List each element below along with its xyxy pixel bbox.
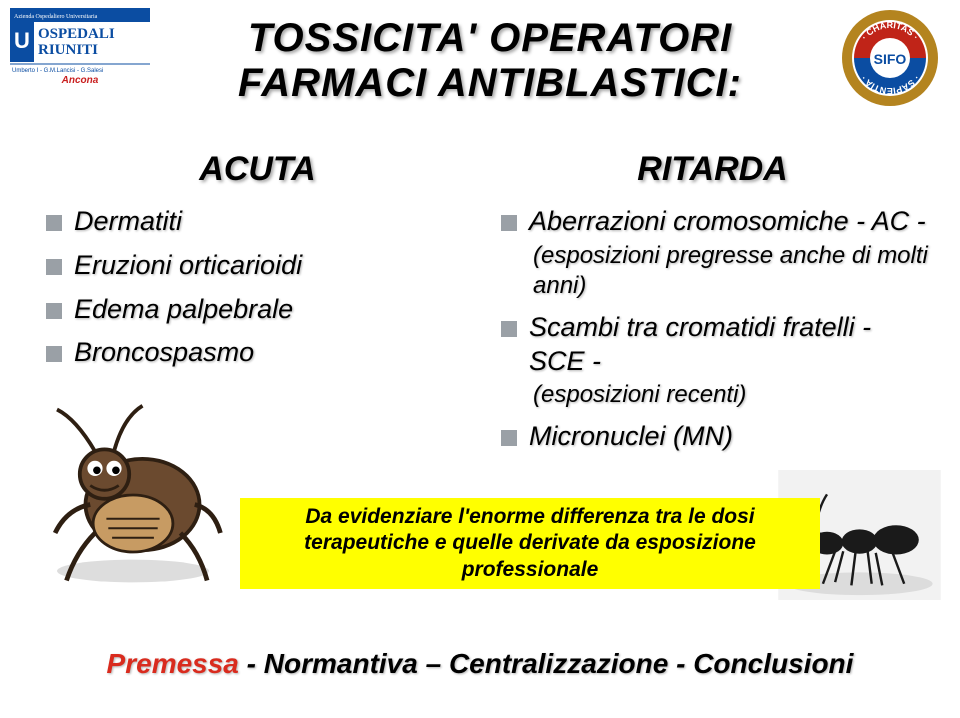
sifo-logo: SIFO · CHARITAS · · SAPIENTIA ·: [840, 8, 940, 108]
title-line-1: TOSSICITA' OPERATORI: [160, 16, 820, 61]
svg-text:OSPEDALI: OSPEDALI: [38, 26, 115, 42]
svg-text:U: U: [14, 28, 30, 53]
cockroach-image: [38, 400, 228, 590]
footer-current: Premessa: [107, 648, 239, 679]
left-header: ACUTA: [40, 150, 475, 189]
bullet-subtext: (esposizioni recenti): [533, 380, 930, 410]
bullet-text: Dermatiti: [74, 206, 182, 236]
list-item: Edema palpebrale: [40, 293, 475, 327]
right-header: RITARDA: [495, 150, 930, 189]
slide-title: TOSSICITA' OPERATORI FARMACI ANTIBLASTIC…: [160, 16, 820, 106]
list-item: Eruzioni orticarioidi: [40, 249, 475, 283]
column-right: RITARDA Aberrazioni cromosomiche - AC - …: [495, 150, 930, 464]
bullet-text: Edema palpebrale: [74, 294, 293, 324]
bullet-text: Aberrazioni cromosomiche - AC -: [529, 206, 926, 236]
title-line-2: FARMACI ANTIBLASTICI:: [160, 61, 820, 106]
right-bullets: Aberrazioni cromosomiche - AC - (esposiz…: [495, 205, 930, 454]
svg-text:SIFO: SIFO: [874, 51, 907, 67]
slide: Azienda Ospedaliero Universitaria U OSPE…: [0, 0, 960, 718]
list-item: Scambi tra cromatidi fratelli - SCE - (e…: [495, 311, 930, 411]
footer-breadcrumb: Premessa - Normantiva – Centralizzazione…: [0, 648, 960, 680]
left-bullets: Dermatiti Eruzioni orticarioidi Edema pa…: [40, 205, 475, 370]
highlight-text: Da evidenziare l'enorme differenza tra l…: [250, 504, 810, 583]
svg-text:Azienda Ospedaliero Universita: Azienda Ospedaliero Universitaria: [14, 14, 98, 20]
list-item: Micronuclei (MN): [495, 420, 930, 454]
bullet-text: Eruzioni orticarioidi: [74, 250, 302, 280]
bullet-text: Micronuclei (MN): [529, 421, 733, 451]
bullet-text: Broncospasmo: [74, 337, 254, 367]
list-item: Dermatiti: [40, 205, 475, 239]
bullet-text: Scambi tra cromatidi fratelli - SCE -: [529, 312, 871, 376]
list-item: Broncospasmo: [40, 336, 475, 370]
list-item: Aberrazioni cromosomiche - AC - (esposiz…: [495, 205, 930, 301]
hospital-logo: Azienda Ospedaliero Universitaria U OSPE…: [10, 8, 150, 86]
bullet-subtext: (esposizioni pregresse anche di molti an…: [533, 241, 930, 301]
svg-text:Umberto I - G.M.Lancisi - G.Sa: Umberto I - G.M.Lancisi - G.Salesi: [12, 68, 103, 74]
svg-text:RIUNITI: RIUNITI: [38, 42, 98, 58]
footer-rest: - Normantiva – Centralizzazione - Conclu…: [239, 648, 854, 679]
svg-text:Ancona: Ancona: [61, 75, 99, 86]
highlight-box: Da evidenziare l'enorme differenza tra l…: [240, 498, 820, 589]
